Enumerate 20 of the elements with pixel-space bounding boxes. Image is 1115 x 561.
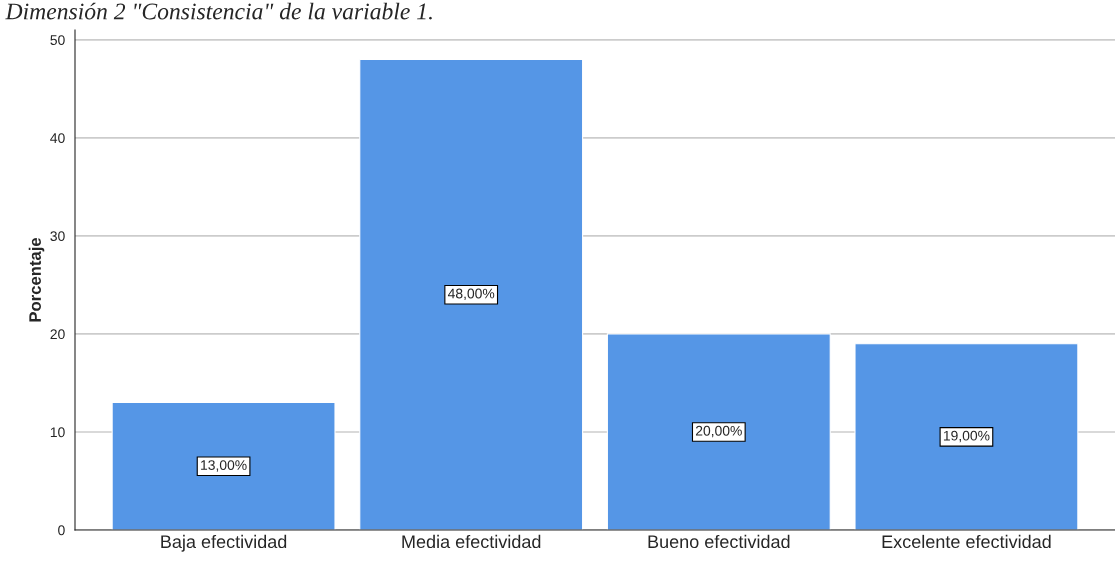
x-tick-label: Bueno efectividad (648, 534, 790, 549)
data-label: 20,00% (695, 425, 742, 438)
y-tick-label: 20 (50, 329, 65, 340)
x-tick-label: Media efectividad (402, 534, 541, 549)
y-tick-label: 0 (58, 525, 65, 536)
bar (606, 333, 831, 530)
bar (359, 58, 584, 530)
bar (111, 401, 336, 530)
x-tick-label: Baja efectividad (161, 534, 287, 552)
y-tick-label: 40 (50, 133, 65, 144)
y-axis-title: Porcentaje (28, 237, 45, 322)
data-label: 48,00% (447, 288, 495, 301)
y-tick-label: 50 (50, 35, 65, 45)
data-label: 19,00% (943, 430, 990, 443)
chart-title: Dimensión 2 "Consistencia" de la variable 1. (5, 2, 432, 20)
x-tick-label: Excelente efectividad (882, 534, 1051, 549)
y-tick-label: 10 (50, 427, 65, 438)
bar (854, 343, 1079, 530)
data-label: 13,00% (201, 460, 247, 472)
y-tick-label: 30 (50, 231, 65, 242)
